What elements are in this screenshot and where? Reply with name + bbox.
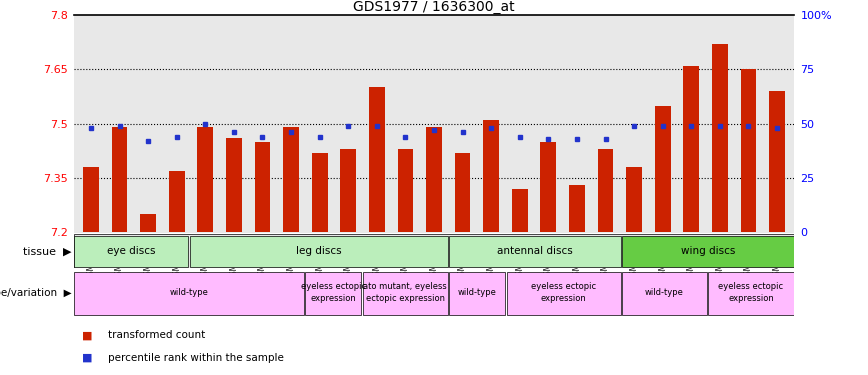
Bar [254, 142, 270, 232]
Bar [197, 128, 214, 232]
Bar [426, 128, 442, 232]
Bar [283, 128, 299, 232]
Bar [712, 44, 727, 232]
Text: transformed count: transformed count [108, 330, 206, 340]
Text: ■: ■ [82, 330, 93, 340]
Text: tissue  ▶: tissue ▶ [23, 246, 71, 256]
Bar [541, 142, 556, 232]
Text: wild-type: wild-type [457, 288, 496, 297]
Text: percentile rank within the sample: percentile rank within the sample [108, 352, 285, 363]
Bar [769, 91, 785, 232]
Text: wild-type: wild-type [169, 288, 208, 297]
Bar [740, 69, 756, 232]
Text: genotype/variation  ▶: genotype/variation ▶ [0, 288, 71, 298]
Text: eye discs: eye discs [107, 246, 155, 256]
Bar [83, 167, 99, 232]
Bar [340, 149, 356, 232]
Bar [189, 236, 448, 267]
Bar [569, 185, 585, 232]
Text: eyeless ectopic
expression: eyeless ectopic expression [531, 282, 596, 303]
Bar [483, 120, 499, 232]
Bar [75, 236, 188, 267]
Bar [512, 189, 528, 232]
Text: leg discs: leg discs [296, 246, 341, 256]
Text: wing discs: wing discs [681, 246, 735, 256]
Bar [654, 106, 671, 232]
Bar [369, 87, 385, 232]
Bar [455, 153, 470, 232]
Bar [305, 272, 361, 315]
Bar [141, 214, 156, 232]
Bar [683, 66, 699, 232]
Bar [621, 272, 707, 315]
Title: GDS1977 / 1636300_at: GDS1977 / 1636300_at [353, 0, 515, 14]
Text: antennal discs: antennal discs [497, 246, 573, 256]
Bar [312, 153, 327, 232]
Bar [112, 128, 128, 232]
Bar [449, 272, 505, 315]
Text: eyeless ectopic
expression: eyeless ectopic expression [300, 282, 365, 303]
Text: ato mutant, eyeless
ectopic expression: ato mutant, eyeless ectopic expression [364, 282, 447, 303]
Text: eyeless ectopic
expression: eyeless ectopic expression [719, 282, 784, 303]
Bar [621, 236, 793, 267]
Text: ■: ■ [82, 352, 93, 363]
Bar [226, 138, 242, 232]
Text: wild-type: wild-type [645, 288, 684, 297]
Bar [75, 272, 304, 315]
Bar [708, 272, 793, 315]
Bar [449, 236, 621, 267]
Bar [363, 272, 448, 315]
Bar [598, 149, 614, 232]
Bar [507, 272, 621, 315]
Bar [398, 149, 413, 232]
Bar [626, 167, 642, 232]
Bar [169, 171, 185, 232]
